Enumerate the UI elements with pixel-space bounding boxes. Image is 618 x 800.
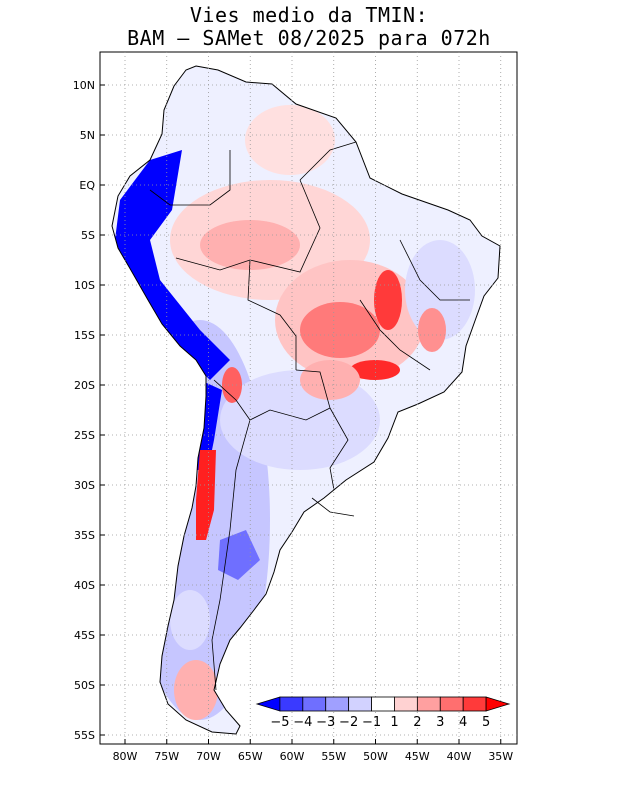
colorbar-cells bbox=[255, 696, 511, 712]
gridlines bbox=[100, 52, 517, 744]
lon-label: 75W bbox=[154, 750, 179, 763]
coastline bbox=[111, 65, 501, 735]
colorbar: −5 −4 −3 −2 −1 1 2 3 4 5 bbox=[255, 696, 511, 730]
latitude-labels: 10N 5N EQ 5S 10S 15S 20S 25S 30S 35S 40S 45S 50S 55S bbox=[73, 79, 96, 742]
bias-patch-tocantins bbox=[374, 270, 402, 330]
colorbar-cell bbox=[439, 696, 464, 712]
colorbar-cell bbox=[302, 696, 327, 712]
lon-label: 70W bbox=[196, 750, 221, 763]
lat-label: 50S bbox=[74, 679, 95, 692]
lat-label: 35S bbox=[74, 529, 95, 542]
colorbar-label: −4 bbox=[293, 715, 312, 730]
lon-label: 60W bbox=[280, 750, 305, 763]
lat-label: 25S bbox=[74, 429, 95, 442]
colorbar-labels: −5 −4 −3 −2 −1 1 2 3 4 5 bbox=[270, 715, 490, 730]
lat-label: 5S bbox=[81, 229, 95, 242]
colorbar-cell bbox=[416, 696, 441, 712]
colorbar-cell bbox=[348, 696, 372, 712]
lat-label: 45S bbox=[74, 629, 95, 642]
longitude-labels: 80W 75W 70W 65W 60W 55W 50W 45W 40W 35W bbox=[113, 750, 514, 763]
colorbar-label: 1 bbox=[390, 715, 398, 730]
lon-label: 80W bbox=[113, 750, 138, 763]
lat-label: EQ bbox=[79, 179, 95, 192]
map-title-line-2: BAM – SAMet 08/2025 para 072h bbox=[127, 26, 491, 50]
lat-label: 40S bbox=[74, 579, 95, 592]
colorbar-label: 2 bbox=[413, 715, 421, 730]
lat-label: 30S bbox=[74, 479, 95, 492]
bias-patch-mato-grosso bbox=[300, 302, 380, 358]
colorbar-label: 5 bbox=[482, 715, 490, 730]
colorbar-cell bbox=[462, 696, 487, 712]
bias-patch-patagonia-cool bbox=[170, 590, 210, 650]
lat-label: 15S bbox=[74, 329, 95, 342]
bias-patch-patagonia-warm bbox=[174, 660, 218, 720]
lat-label: 5N bbox=[80, 129, 95, 142]
lon-label: 45W bbox=[405, 750, 430, 763]
colorbar-cell bbox=[325, 696, 350, 712]
colorbar-arrow-high bbox=[485, 696, 511, 712]
lat-label: 20S bbox=[74, 379, 95, 392]
colorbar-label: −5 bbox=[270, 715, 289, 730]
lat-label: 10N bbox=[73, 79, 95, 92]
bias-patch-bahia bbox=[418, 308, 446, 352]
bias-patch-southeast-hot bbox=[350, 360, 400, 380]
lon-label: 40W bbox=[447, 750, 472, 763]
country-borders bbox=[149, 141, 470, 691]
colorbar-label: 3 bbox=[436, 715, 444, 730]
colorbar-cell bbox=[279, 696, 304, 712]
bias-patch-pantanal bbox=[300, 360, 360, 400]
colorbar-cell bbox=[394, 696, 418, 712]
colorbar-label: −1 bbox=[362, 715, 381, 730]
colorbar-label: 4 bbox=[459, 715, 467, 730]
lon-label: 35W bbox=[488, 750, 513, 763]
bias-patch-central-chile-warm bbox=[196, 450, 216, 540]
lon-label: 50W bbox=[363, 750, 388, 763]
map-title-line-1: Vies medio da TMIN: bbox=[189, 3, 429, 27]
axis-ticks bbox=[100, 84, 502, 744]
colorbar-cell bbox=[371, 696, 395, 712]
bias-patch-northern-andes-cold bbox=[115, 150, 230, 380]
lon-label: 55W bbox=[321, 750, 346, 763]
colorbar-label: −2 bbox=[339, 715, 358, 730]
colorbar-label: −3 bbox=[316, 715, 335, 730]
bias-patch-guianas bbox=[245, 105, 335, 175]
lat-label: 10S bbox=[74, 279, 95, 292]
lon-label: 65W bbox=[238, 750, 263, 763]
lat-label: 55S bbox=[74, 729, 95, 742]
